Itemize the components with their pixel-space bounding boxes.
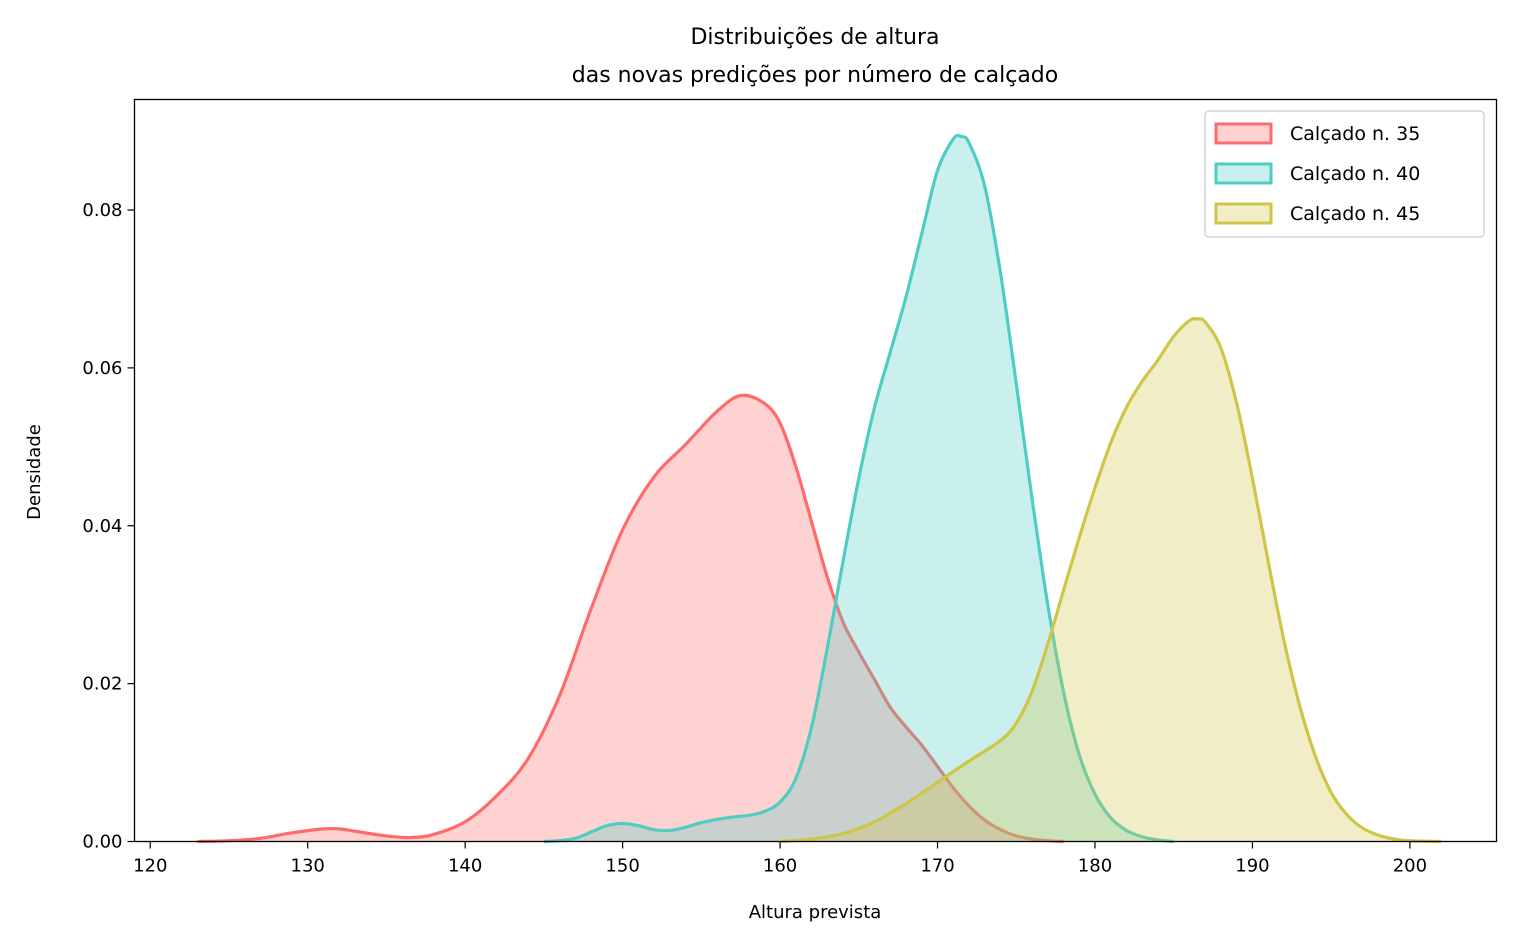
y-tick-label: 0.04	[82, 516, 122, 537]
x-tick-label: 170	[920, 856, 954, 877]
plot-frame	[133, 98, 1498, 843]
x-tick-label: 140	[448, 856, 482, 877]
x-axis: 120 130 140 150 160 170 180 190 200	[133, 841, 1427, 877]
x-tick-label: 120	[133, 856, 167, 877]
series-layer	[197, 133, 1442, 844]
legend-label-3: Calçado n. 45	[1290, 203, 1420, 225]
legend-swatch-1	[1214, 122, 1273, 145]
x-tick-label: 150	[605, 856, 639, 877]
y-tick-label: 0.08	[82, 200, 122, 221]
chart-title-line-2: das novas predições por número de calçad…	[572, 63, 1058, 88]
legend-box	[1204, 110, 1485, 238]
y-axis-label: Densidade	[24, 424, 45, 520]
x-tick-label: 200	[1393, 856, 1427, 877]
y-tick-label: 0.02	[82, 674, 122, 695]
legend-label-1: Calçado n. 35	[1290, 123, 1420, 145]
series-area-3	[780, 318, 1442, 842]
x-tick-label: 160	[763, 856, 797, 877]
y-axis: 0.00 0.02 0.04 0.06 0.08	[82, 200, 135, 853]
x-tick-label: 190	[1235, 856, 1269, 877]
series-line-1	[197, 393, 1064, 844]
x-tick-label: 180	[1078, 856, 1112, 877]
series-line-2	[543, 133, 1174, 844]
series-line-3	[779, 316, 1442, 844]
legend-swatch-2	[1214, 162, 1273, 185]
legend: Calçado n. 35 Calçado n. 40 Calçado n. 45	[1204, 110, 1485, 238]
legend-label-2: Calçado n. 40	[1290, 163, 1420, 185]
series-area-1	[197, 395, 1064, 842]
x-tick-label: 130	[291, 856, 325, 877]
chart-title-line-1: Distribuições de altura	[690, 25, 939, 50]
y-tick-label: 0.06	[82, 358, 122, 379]
legend-swatch-3	[1214, 202, 1273, 225]
series-area-2	[543, 135, 1174, 842]
x-axis-label: Altura prevista	[749, 902, 882, 923]
y-tick-label: 0.00	[82, 832, 122, 853]
